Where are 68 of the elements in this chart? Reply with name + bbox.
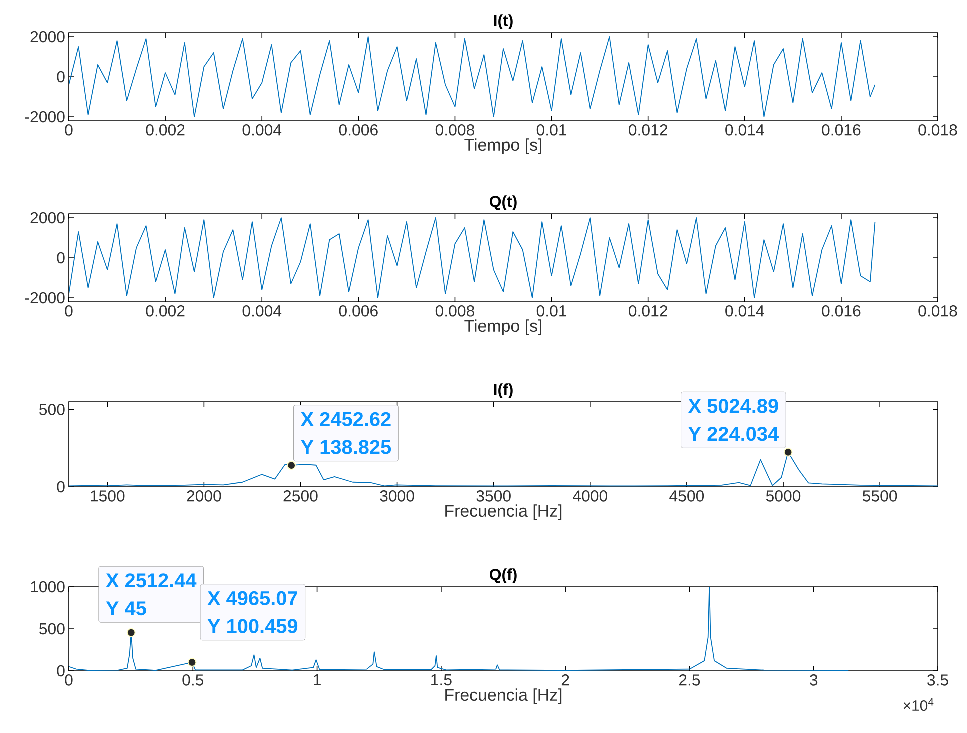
x-tick-label: 2 <box>562 674 570 686</box>
x-tick-label: 1500 <box>91 490 125 502</box>
x-tick-label: 0.018 <box>918 124 958 136</box>
x-tick-label: 4500 <box>670 490 704 502</box>
x-tick-label: 4000 <box>573 490 608 502</box>
y-tick-label: 2000 <box>30 31 65 43</box>
x-tick-label: 0 <box>65 674 73 686</box>
x-tick-label: 0.008 <box>436 124 474 136</box>
x-tick-label: 2.5 <box>679 674 700 686</box>
x-tick-label: 2500 <box>284 490 318 502</box>
x-tick-label: 0.006 <box>339 124 378 136</box>
x-tick-label: 0.004 <box>242 124 282 136</box>
x-tick-label: 0.01 <box>536 306 567 317</box>
x-tick-label: 2000 <box>187 490 222 502</box>
line-series <box>69 36 876 118</box>
annotation: Y 138.825 <box>301 440 392 454</box>
x-tick-label: 0.012 <box>629 306 668 317</box>
annotation: Y 100.459 <box>208 619 298 634</box>
line-series <box>69 218 876 298</box>
annotation: X 5024.89 <box>688 399 778 414</box>
x-axis-title: Tiempo [s] <box>464 138 542 154</box>
annotation: Y 224.034 <box>688 427 779 442</box>
x-axis-title: Tiempo [s] <box>464 320 542 336</box>
y-tick-label: 500 <box>40 404 65 416</box>
x-tick-label: 0.008 <box>436 306 474 317</box>
chart-title: Q(f) <box>490 568 517 584</box>
y-tick-label: 0 <box>57 665 65 677</box>
x-tick-label: 0.016 <box>822 306 861 317</box>
x-tick-label: 3000 <box>380 490 414 502</box>
annotation: X 2512.44 <box>106 574 197 588</box>
x-tick-label: 0.018 <box>918 306 958 317</box>
x-tick-label: 0.014 <box>726 124 764 136</box>
x-tick-label: 0.006 <box>339 306 378 317</box>
x-tick-label: 0.004 <box>242 306 282 317</box>
x-tick-label: 0.012 <box>629 124 668 136</box>
x-tick-label: 0 <box>65 306 73 317</box>
x-axis-title: Frecuencia [Hz] <box>446 504 562 520</box>
chart-title: Q(t) <box>490 196 517 211</box>
x-tick-label: 5000 <box>766 490 801 502</box>
annotation: X 4965.07 <box>208 591 298 606</box>
x-tick-label: 0 <box>65 124 73 136</box>
x-tick-label: 0.014 <box>726 306 764 317</box>
chart-title: I(t) <box>494 14 513 30</box>
y-tick-label: -2000 <box>25 111 65 123</box>
x-tick-label: 3 <box>810 674 818 686</box>
annotation: Y 45 <box>106 602 146 616</box>
x-tick-label: 5500 <box>862 490 898 502</box>
y-tick-label: 0 <box>57 252 65 264</box>
x-tick-label: 3.5 <box>928 674 948 686</box>
y-tick-label: 2000 <box>30 212 65 224</box>
x-tick-label: 0.002 <box>146 306 185 317</box>
annotation: X 2452.62 <box>300 412 391 426</box>
y-tick-label: -2000 <box>25 292 65 304</box>
x-tick-label: 3500 <box>476 490 511 502</box>
y-tick-label: 1000 <box>31 581 65 593</box>
line-series <box>69 587 850 672</box>
x-tick-label: 1.5 <box>432 674 452 686</box>
x-tick-label: 0.5 <box>182 674 204 686</box>
chart-title: I(f) <box>494 384 513 399</box>
y-tick-label: 0 <box>57 71 65 83</box>
x-tick-label: 0.002 <box>146 124 185 136</box>
x-axis-title: Frecuencia [Hz] <box>446 688 562 704</box>
y-tick-label: 500 <box>40 623 65 635</box>
x-tick-label: 0.01 <box>536 124 567 136</box>
text: ×10$^{4}$ <box>904 698 934 712</box>
y-tick-label: 0 <box>57 481 65 493</box>
x-tick-label: 0.016 <box>822 124 861 136</box>
x-tick-label: 1 <box>314 674 321 686</box>
